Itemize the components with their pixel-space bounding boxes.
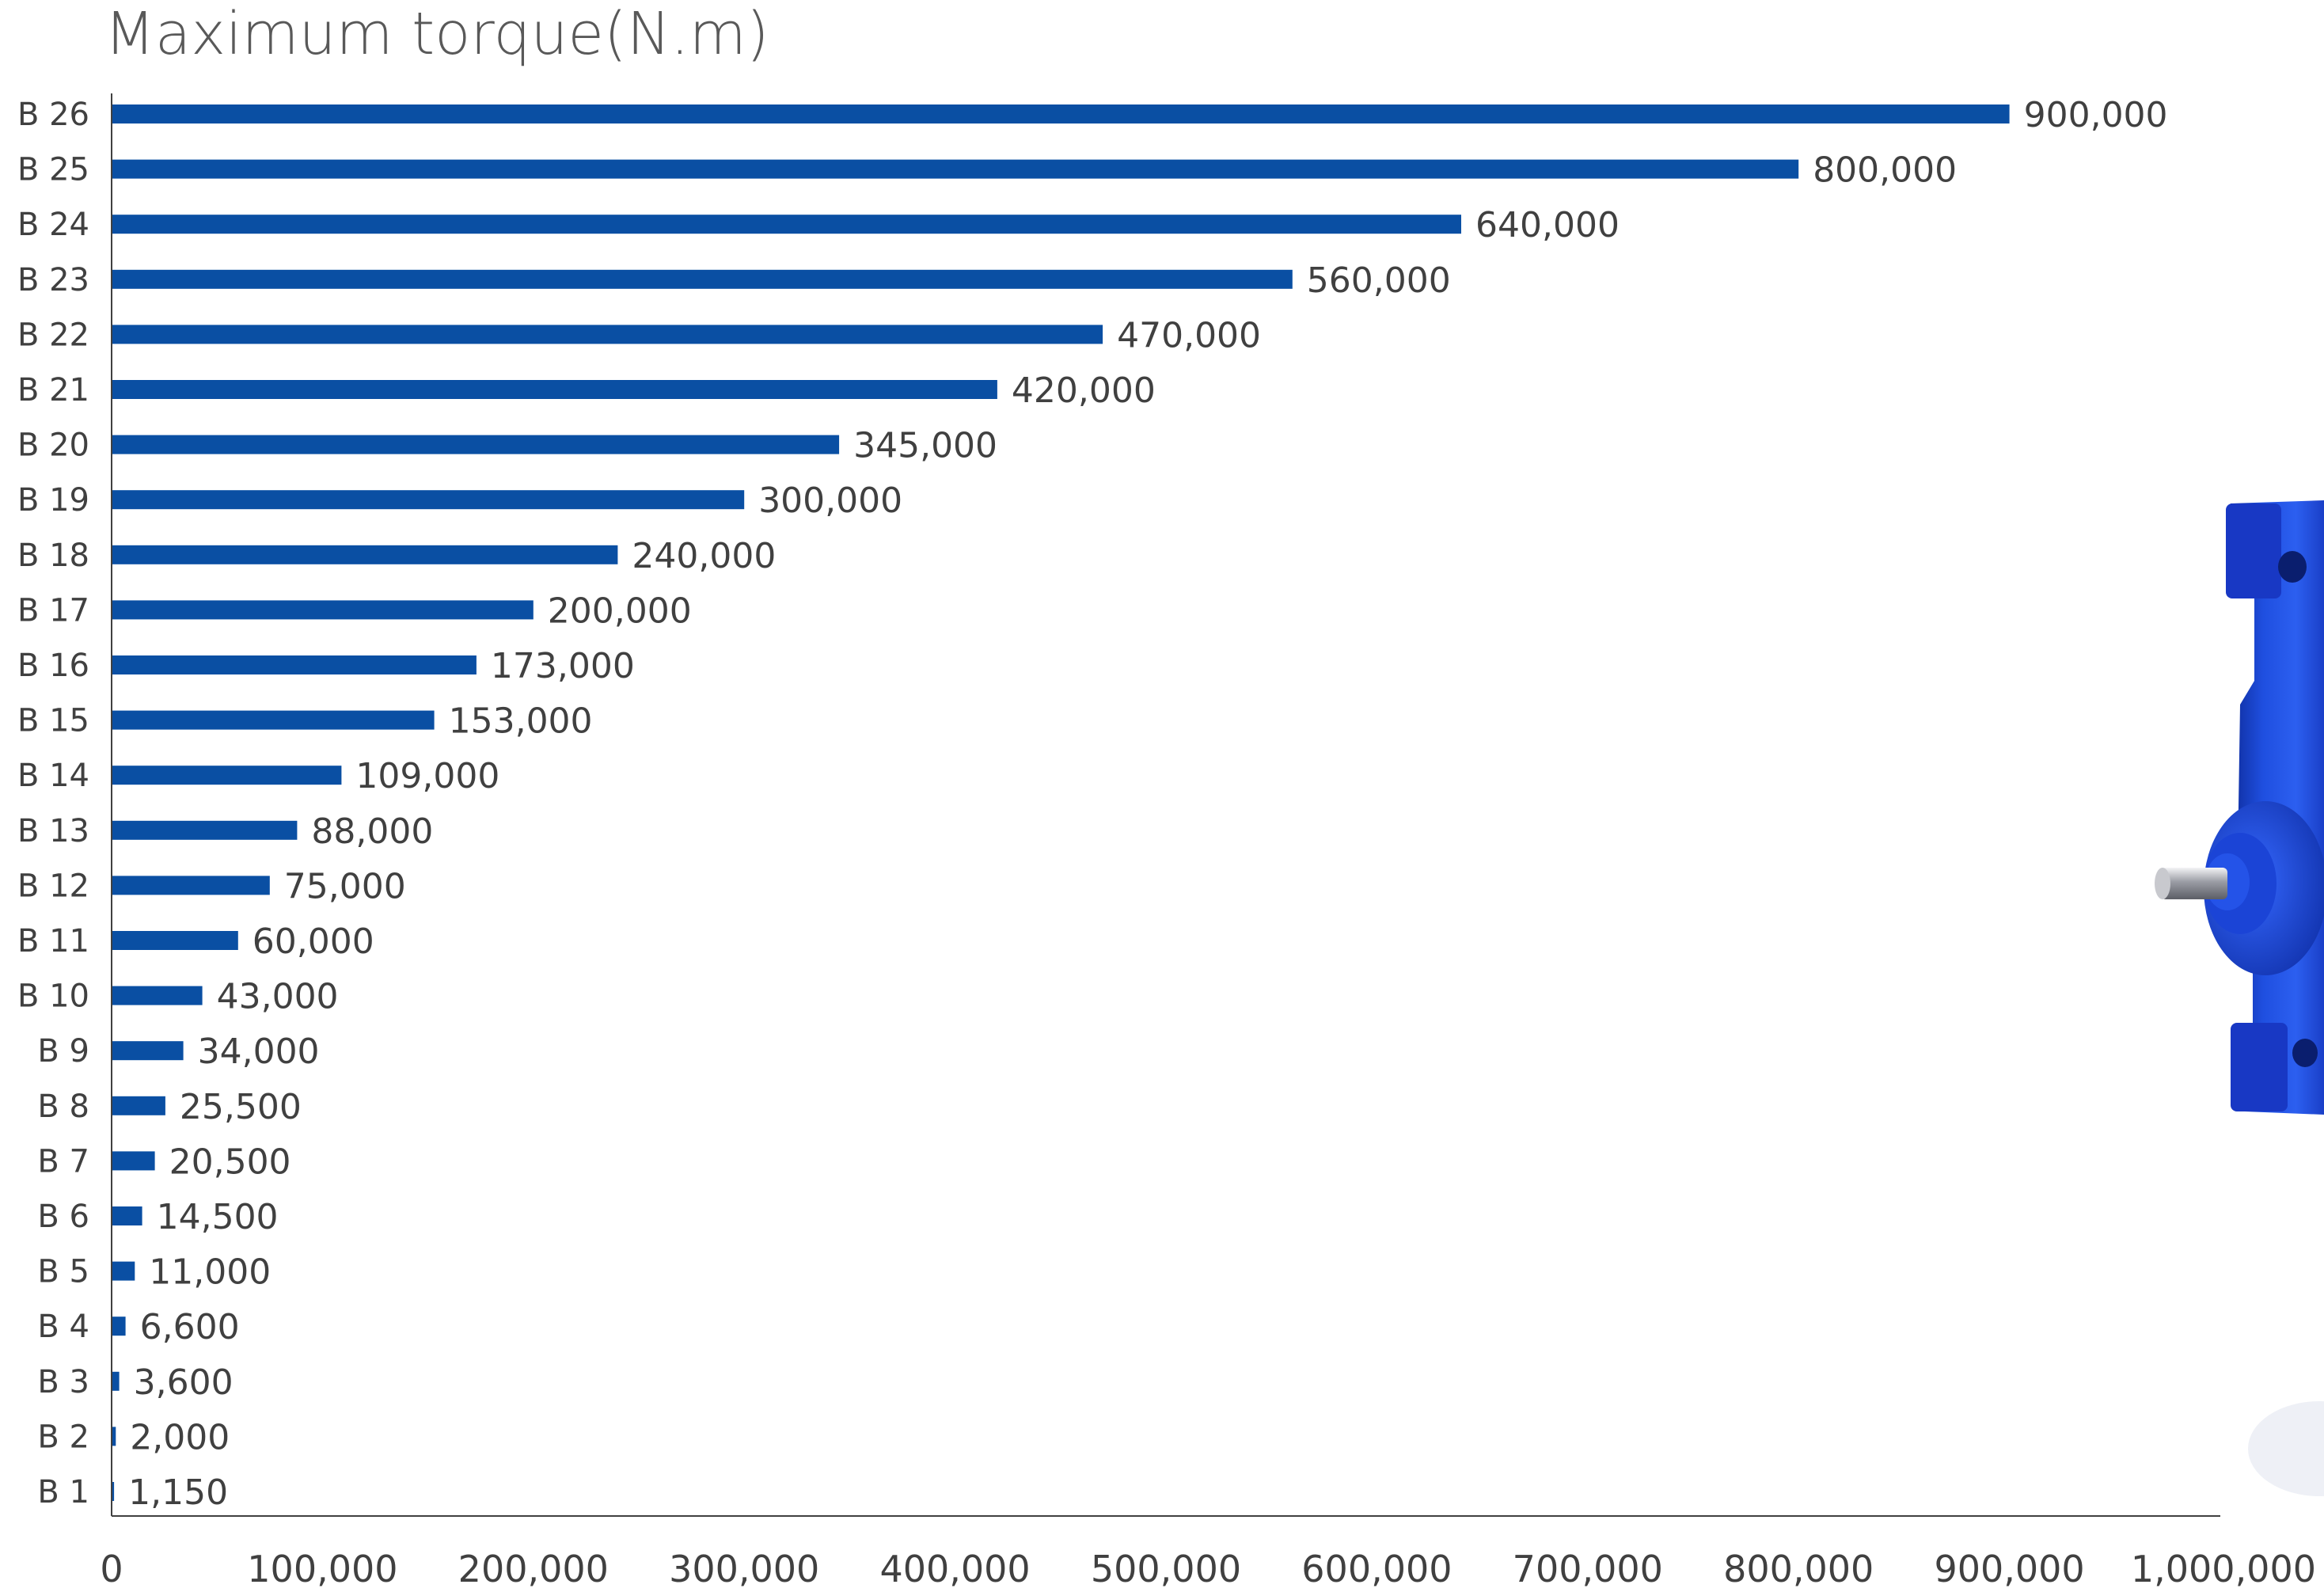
value-label: 109,000 (355, 756, 499, 796)
bar (112, 1041, 184, 1060)
category-label: B 26 (17, 97, 89, 133)
x-tick-label: 400,000 (879, 1548, 1030, 1590)
bar (112, 104, 2010, 123)
value-label: 2,000 (130, 1417, 230, 1457)
category-label: B 10 (17, 978, 89, 1015)
bar (112, 766, 341, 785)
bar (112, 380, 997, 399)
bar (112, 270, 1293, 289)
category-label: B 16 (17, 648, 89, 684)
category-label: B 12 (17, 868, 89, 904)
category-label: B 13 (17, 813, 89, 849)
x-tick-label: 300,000 (669, 1548, 819, 1590)
x-tick-label: 500,000 (1091, 1548, 1241, 1590)
value-label: 34,000 (198, 1032, 320, 1072)
category-label: B 9 (37, 1033, 89, 1070)
value-label: 420,000 (1012, 370, 1156, 411)
chart-title: Maximum torque(N.m) (104, 0, 769, 68)
bar (112, 600, 534, 619)
value-label: 300,000 (758, 481, 902, 521)
category-label: B 2 (37, 1419, 89, 1455)
category-label: B 20 (17, 427, 89, 464)
bar (112, 1206, 142, 1225)
value-label: 153,000 (449, 701, 593, 742)
bar (112, 160, 1798, 179)
x-tick-label: 900,000 (1934, 1548, 2084, 1590)
bar (112, 545, 617, 564)
bars-layer (112, 104, 2010, 1501)
category-label: B 23 (17, 262, 89, 298)
category-label: B 19 (17, 482, 89, 519)
x-tick-label: 200,000 (458, 1548, 609, 1590)
x-tick-label: 600,000 (1301, 1548, 1452, 1590)
category-label: B 14 (17, 758, 89, 794)
bar (112, 1262, 135, 1281)
category-label: B 17 (17, 592, 89, 629)
bar (112, 1372, 120, 1391)
bar (112, 325, 1103, 344)
value-label: 560,000 (1307, 260, 1451, 301)
value-label: 240,000 (632, 536, 776, 576)
bar (112, 711, 435, 730)
category-label: B 21 (17, 372, 89, 408)
value-label: 200,000 (548, 591, 692, 631)
x-tick-label: 0 (100, 1548, 123, 1590)
bar (112, 1096, 165, 1115)
x-tick-label: 800,000 (1723, 1548, 1874, 1590)
value-label: 88,000 (311, 811, 433, 852)
value-label: 470,000 (1117, 315, 1261, 355)
x-tick-label: 100,000 (247, 1548, 397, 1590)
bar (112, 876, 270, 895)
category-label: B 24 (17, 207, 89, 243)
category-label: B 22 (17, 317, 89, 353)
value-label: 11,000 (149, 1252, 271, 1293)
category-label: B 11 (17, 923, 89, 959)
value-label: 6,600 (140, 1307, 240, 1347)
category-label: B 1 (37, 1474, 89, 1510)
bar (112, 1317, 126, 1336)
category-label: B 15 (17, 703, 89, 739)
value-label: 43,000 (217, 977, 339, 1017)
category-label: B 6 (37, 1199, 89, 1235)
bar (112, 821, 297, 840)
value-label: 14,500 (157, 1197, 279, 1237)
value-label: 20,500 (169, 1142, 291, 1182)
value-label: 1,150 (128, 1472, 228, 1513)
category-label: B 3 (37, 1364, 89, 1400)
value-label: 60,000 (253, 921, 374, 962)
bar (112, 986, 203, 1005)
blue-gearbox-image (2155, 500, 2324, 1496)
category-label: B 8 (37, 1089, 89, 1125)
category-label: B 25 (17, 152, 89, 188)
value-label: 640,000 (1475, 205, 1620, 245)
category-label: B 4 (37, 1309, 89, 1345)
x-tick-label: 700,000 (1513, 1548, 1663, 1590)
value-label: 800,000 (1813, 150, 1957, 191)
value-label: 3,600 (134, 1362, 234, 1403)
bar (112, 1151, 155, 1170)
category-label: B 5 (37, 1254, 89, 1290)
value-label: 173,000 (491, 646, 635, 686)
value-label: 345,000 (853, 426, 997, 466)
category-label: B 18 (17, 538, 89, 574)
value-label: 25,500 (180, 1087, 302, 1127)
bar (112, 215, 1461, 234)
category-label: B 7 (37, 1143, 89, 1180)
x-tick-label: 1,000,000 (2131, 1548, 2316, 1590)
value-label: 75,000 (284, 866, 406, 906)
bar (112, 490, 744, 509)
bar (112, 655, 477, 674)
value-label: 900,000 (2024, 95, 2168, 135)
bar (112, 931, 238, 950)
bar (112, 435, 839, 454)
labels-layer: B 26 900,000 B 25 800,000 B 24 640,000 B 23 560… (17, 95, 2168, 1513)
